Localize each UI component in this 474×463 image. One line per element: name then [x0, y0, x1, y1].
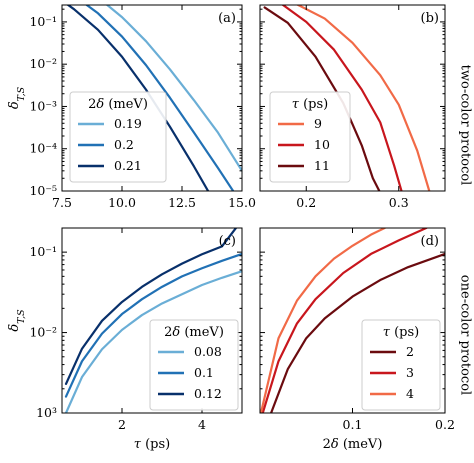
panel-label-a: (a) — [218, 11, 236, 26]
x-axis-label-d: 2δ (meV) — [323, 437, 383, 452]
side-label-bottom: one-color protocol — [458, 275, 473, 395]
series-d-2 — [270, 252, 445, 413]
y-axis-label-a: δT,S — [7, 86, 27, 109]
legend-box-a — [69, 91, 167, 183]
series-a-0.2 — [84, 5, 235, 191]
legend-d: τ (ps) 2 3 4 — [361, 319, 441, 411]
legend-title-d: τ (ps) — [383, 325, 419, 340]
legend-entry-b-10: 10 — [314, 137, 330, 152]
x-tick-label-a: 10.0 — [108, 195, 136, 210]
y-tick-label-a: 10⁻¹ — [29, 14, 57, 29]
legend-entry-d-3: 3 — [406, 365, 414, 380]
legend-entry-d-4: 4 — [406, 386, 414, 401]
legend-entry-b-9: 9 — [314, 116, 322, 131]
legend-box-c — [149, 319, 239, 411]
x-tick-label-a: 12.5 — [168, 195, 196, 210]
series-c-0.12 — [64, 228, 238, 385]
panel-c: 2 4 10³ 10⁻² 10⁻¹ (c) δT,S τ (ps) 2δ (meV) 0.08 0.… — [7, 227, 243, 452]
legend-entry-c-0.12: 0.12 — [194, 386, 222, 401]
series-b-10 — [281, 5, 403, 191]
series-a-0.19 — [105, 5, 242, 172]
x-tick-label-d: 0.2 — [435, 417, 455, 432]
y-tick-label-a: 10⁻² — [29, 56, 57, 71]
axes-frame-c — [61, 227, 243, 414]
legend-entry-a-0.21: 0.21 — [114, 158, 142, 173]
panel-label-c: (c) — [219, 234, 236, 249]
x-axis-label-c: τ (ps) — [134, 437, 170, 452]
legend-title-b: τ (ps) — [292, 97, 328, 112]
x-tick-label-b: 0.3 — [389, 195, 409, 210]
x-tick-label-d: 0.1 — [343, 417, 363, 432]
legend-title-c: 2δ (meV) — [164, 325, 224, 340]
x-tick-label-c: 2 — [118, 417, 126, 432]
y-tick-label-c: 10⁻² — [29, 325, 57, 340]
panel-label-b: (b) — [421, 11, 439, 26]
legend-entry-d-2: 2 — [406, 344, 414, 359]
legend-box-d — [361, 319, 441, 411]
series-c-0.08 — [64, 270, 242, 413]
x-tick-label-a: 15.0 — [228, 195, 256, 210]
y-tick-label-a: 10⁻³ — [29, 98, 57, 113]
panel-a: 7.5 10.0 12.5 15.0 10⁻⁵ 10⁻⁴ 10⁻³ 10⁻² 10⁻¹ (a) δT… — [7, 4, 256, 210]
y-tick-label-c: 10³ — [36, 405, 57, 420]
series-a-0.21 — [66, 5, 210, 191]
legend-c: 2δ (meV) 0.08 0.1 0.12 — [149, 319, 239, 411]
x-tick-label-b: 0.2 — [296, 195, 316, 210]
y-tick-label-a: 10⁻⁴ — [29, 141, 57, 156]
legend-entry-b-11: 11 — [314, 158, 330, 173]
legend-entry-a-0.19: 0.19 — [114, 116, 142, 131]
legend-title-a: 2δ (meV) — [88, 97, 148, 112]
y-tick-label-a: 10⁻⁵ — [29, 183, 57, 198]
x-tick-label-c: 4 — [198, 417, 206, 432]
side-label-top: two-color protocol — [458, 65, 473, 186]
x-tick-label-a: 7.5 — [52, 195, 72, 210]
y-axis-label-c: δT,S — [7, 309, 27, 332]
panel-b: 0.2 0.3 (b) τ (ps) 9 10 11 — [259, 4, 446, 210]
legend-b: τ (ps) 9 10 11 — [269, 91, 351, 183]
series-d-4 — [260, 228, 386, 413]
legend-entry-c-0.1: 0.1 — [194, 365, 214, 380]
y-tick-label-c: 10⁻¹ — [29, 244, 57, 259]
legend-box-b — [269, 91, 351, 183]
legend-entry-c-0.08: 0.08 — [194, 344, 222, 359]
legend-entry-a-0.2: 0.2 — [114, 137, 134, 152]
series-c-0.1 — [64, 252, 242, 398]
series-b-9 — [296, 5, 431, 191]
axes-frame-b — [259, 4, 446, 192]
legend-a: 2δ (meV) 0.19 0.2 0.21 — [69, 91, 167, 183]
series-d-3 — [261, 228, 428, 413]
axes-frame-a — [61, 4, 243, 192]
panel-d: 0.1 0.2 (d) 2δ (meV) τ (ps) 2 3 4 — [259, 227, 455, 452]
panel-label-d: (d) — [421, 234, 439, 249]
